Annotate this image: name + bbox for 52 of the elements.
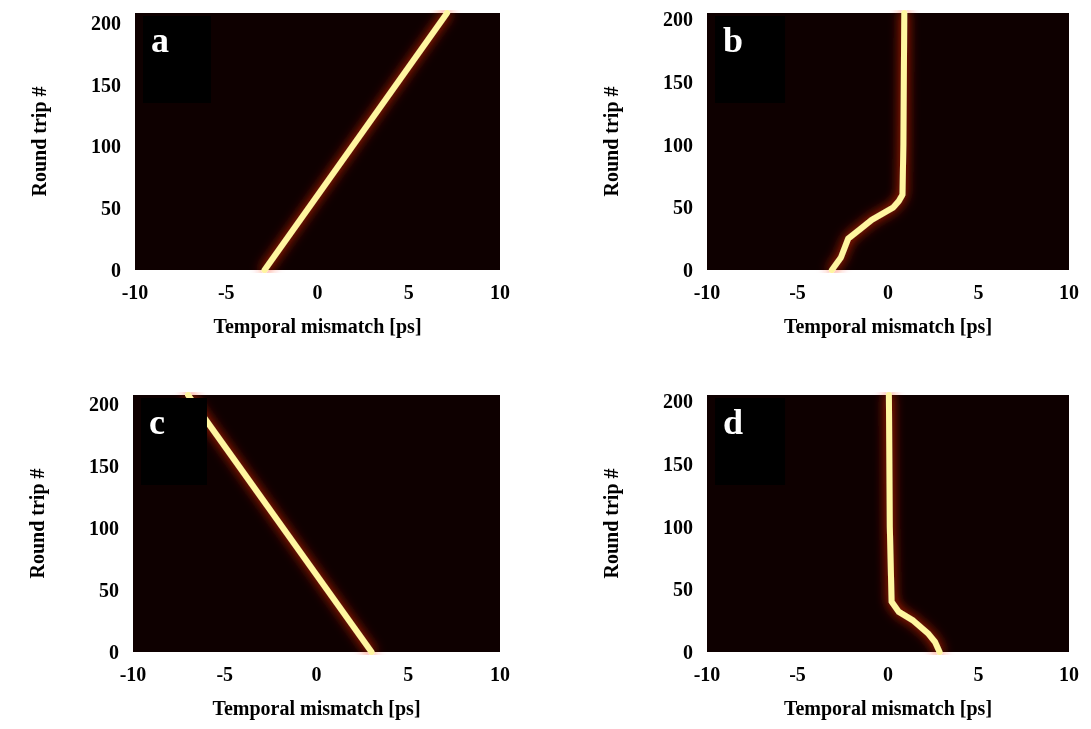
x-tick-label: 10: [490, 281, 510, 303]
x-axis-title: Temporal mismatch [ps]: [213, 315, 422, 338]
y-axis-title: Round trip #: [600, 86, 623, 197]
y-axis-title: Round trip #: [600, 468, 623, 579]
x-tick-label: 10: [1059, 281, 1079, 303]
y-tick-label: 150: [89, 454, 119, 477]
y-tick-label: 100: [663, 515, 693, 538]
x-tick-label: -5: [216, 663, 234, 685]
y-tick-label: 200: [663, 8, 693, 31]
y-tick-label: 200: [91, 11, 121, 34]
x-tick-label: -10: [119, 663, 147, 685]
x-tick-label: -10: [693, 663, 721, 685]
y-tick-label: 50: [99, 578, 119, 601]
x-tick-label: -5: [789, 281, 806, 303]
x-tick-label: -10: [693, 281, 721, 303]
y-axis-title: Round trip #: [28, 86, 51, 197]
y-tick-label: 50: [101, 197, 121, 220]
x-tick-label: 0: [311, 663, 322, 685]
y-tick-label: 200: [89, 392, 119, 415]
y-axis-title: Round trip #: [26, 468, 49, 579]
x-tick-label: 5: [973, 663, 984, 685]
x-tick-label: 0: [312, 281, 323, 303]
y-tick-label: 50: [673, 196, 693, 219]
y-tick-label: 100: [663, 133, 693, 156]
chart-title: b: [723, 20, 744, 60]
x-tick-label: 0: [883, 663, 893, 685]
x-tick-label: -5: [789, 663, 806, 685]
y-tick-label: 0: [683, 259, 693, 281]
y-tick-label: 0: [111, 259, 121, 281]
y-tick-label: 100: [91, 135, 121, 158]
y-tick-label: 150: [91, 73, 121, 96]
x-axis-title: Temporal mismatch [ps]: [783, 315, 993, 338]
chart-title: c: [149, 402, 165, 442]
y-tick-label: 200: [663, 390, 693, 413]
y-tick-label: 100: [89, 516, 119, 539]
y-tick-label: 150: [663, 70, 693, 93]
y-tick-label: 0: [109, 641, 119, 663]
x-tick-label: -5: [217, 281, 235, 303]
x-tick-label: -10: [121, 281, 149, 303]
y-tick-label: 150: [663, 452, 693, 475]
x-tick-label: 10: [1059, 663, 1079, 685]
y-tick-label: 50: [673, 578, 693, 601]
x-tick-label: 5: [403, 281, 414, 303]
x-tick-label: 0: [883, 281, 893, 303]
x-axis-title: Temporal mismatch [ps]: [783, 697, 993, 720]
x-tick-label: 5: [973, 281, 984, 303]
chart-title: a: [151, 20, 169, 60]
x-tick-label: 5: [403, 663, 414, 685]
x-tick-label: 10: [490, 663, 510, 685]
y-tick-label: 0: [683, 641, 693, 663]
x-axis-title: Temporal mismatch [ps]: [212, 697, 421, 720]
chart-title: d: [723, 402, 744, 442]
